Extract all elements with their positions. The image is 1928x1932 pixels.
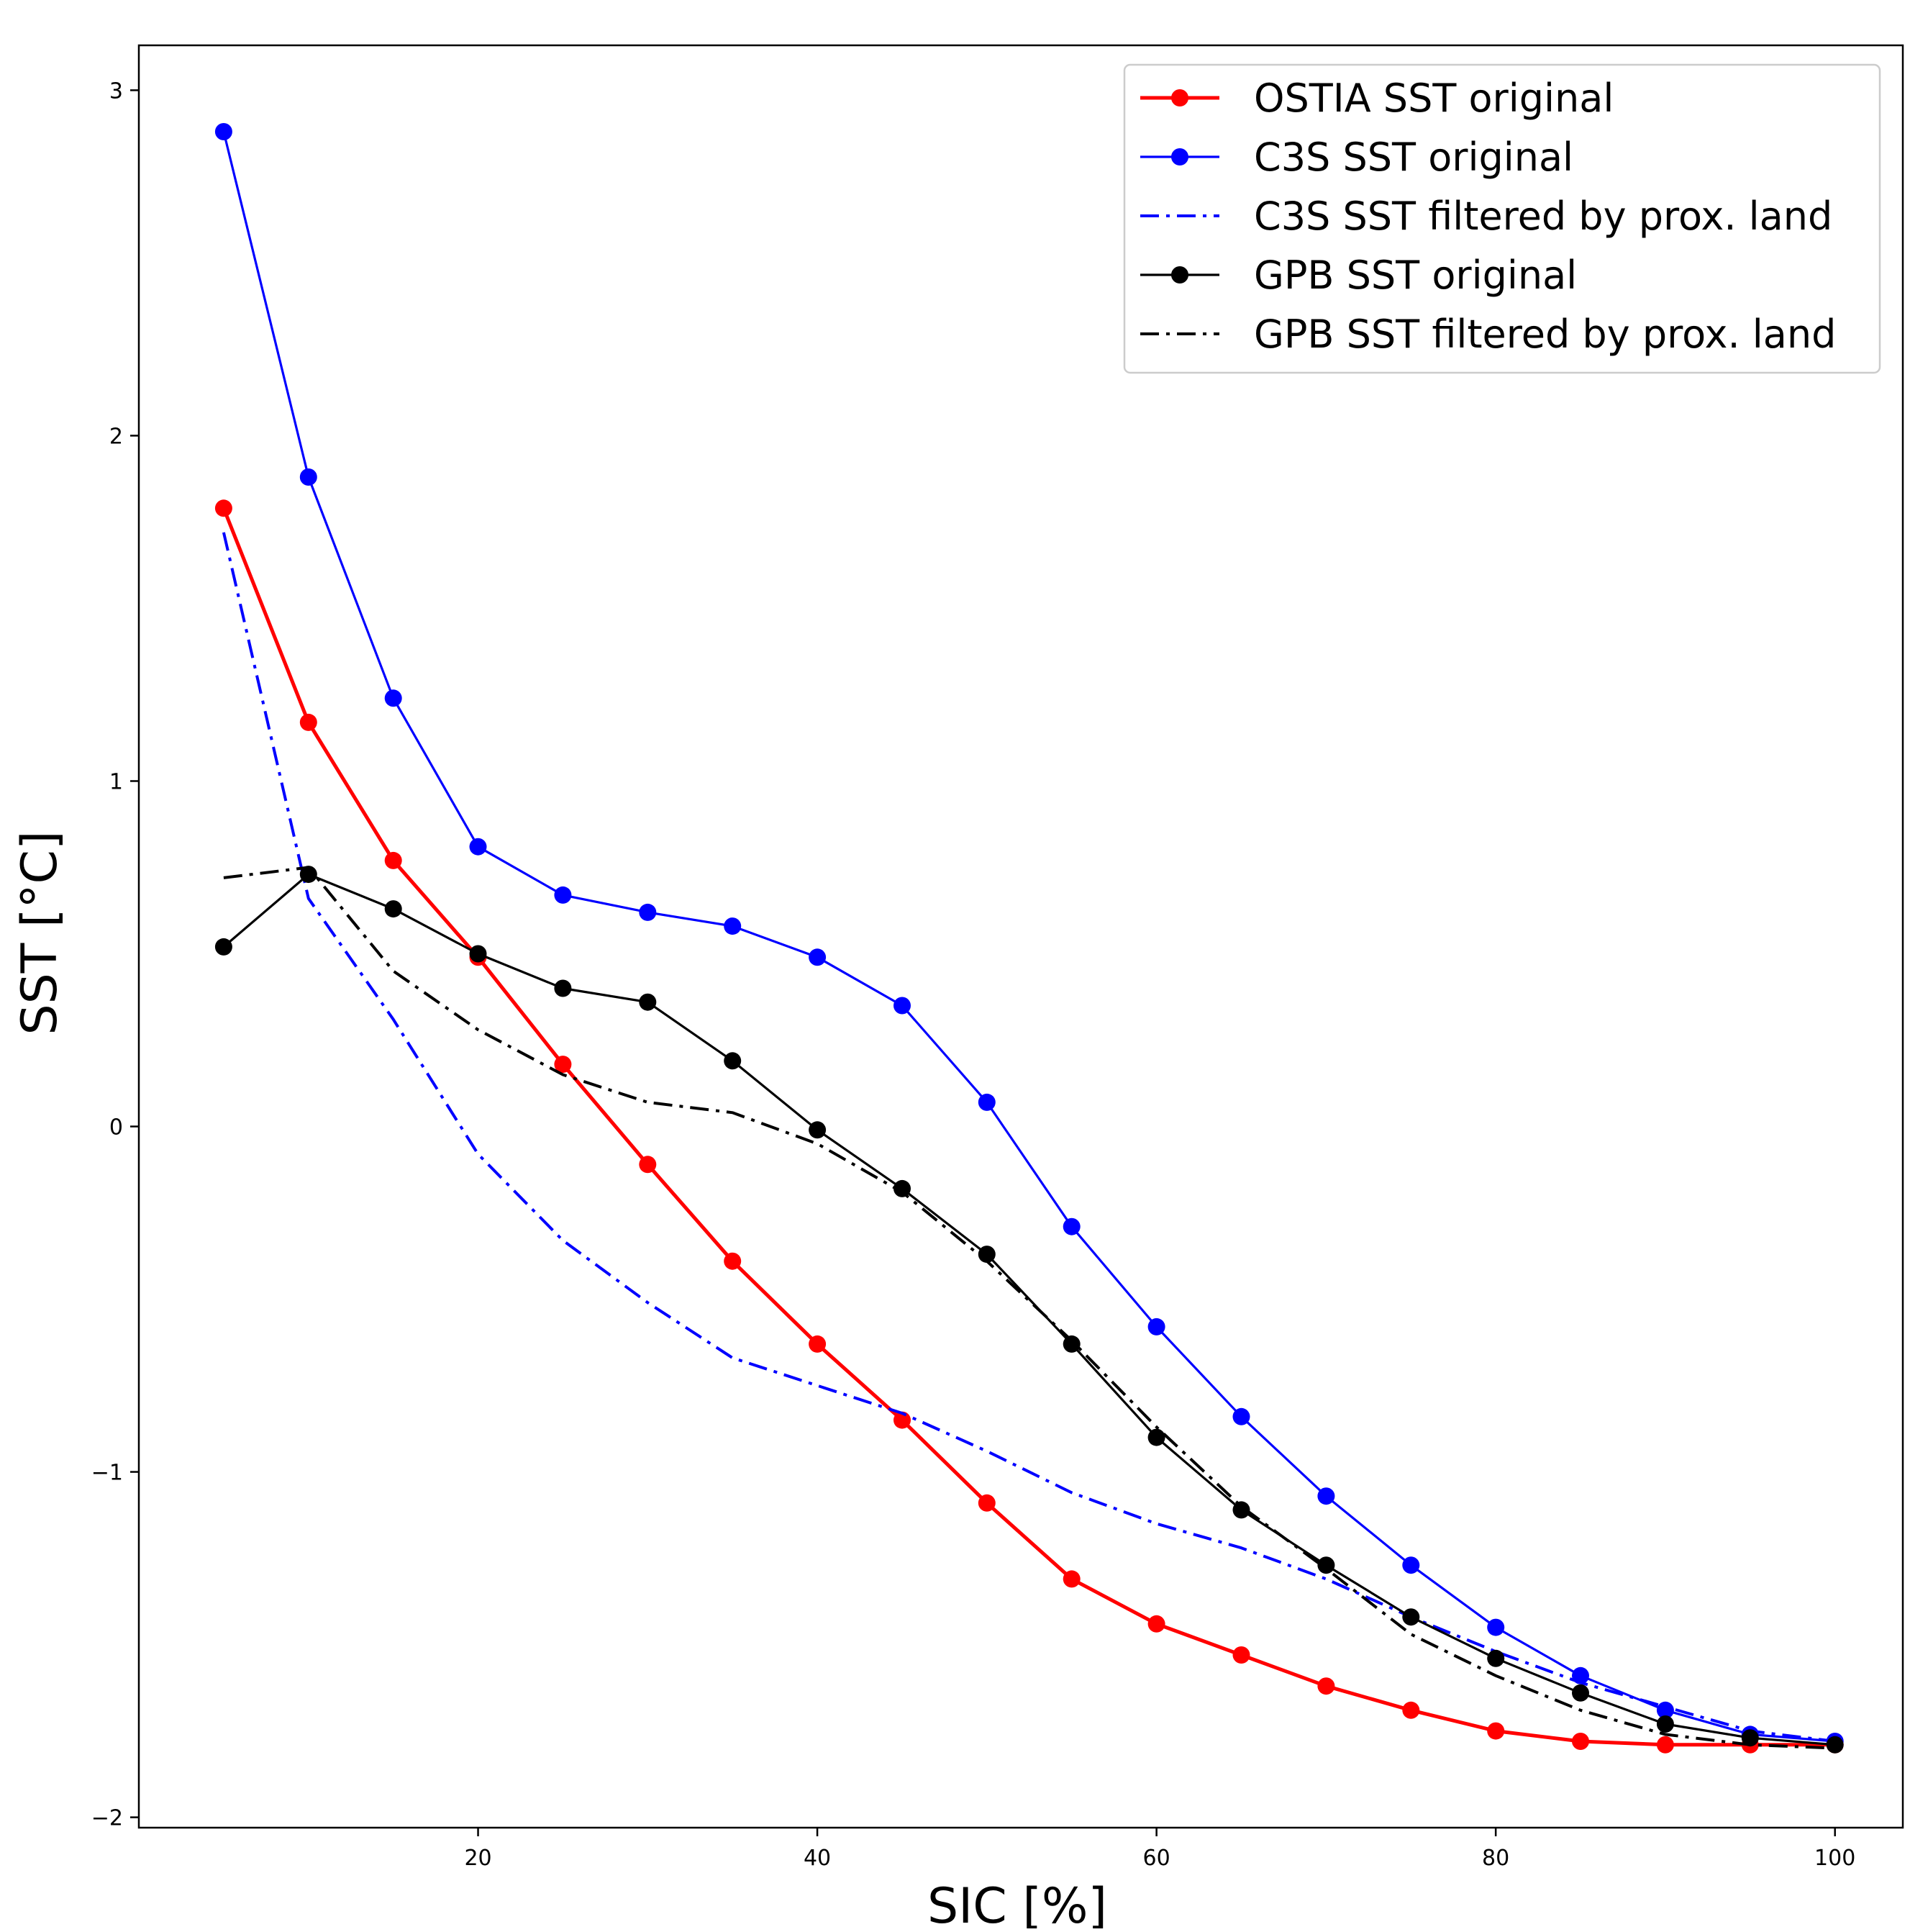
data-point-gpb-sst-original-20 (469, 945, 487, 963)
legend-label-c3s-sst-filtered-by-prox-land: C3S SST filtered by prox. land (1254, 194, 1832, 239)
legend-marker-c3s-sst-original (1171, 148, 1188, 165)
data-point-gpb-sst-original-55 (1063, 1335, 1081, 1353)
y-axis-label: SST [°C] (12, 830, 68, 1035)
data-point-gpb-sst-original-100 (1826, 1736, 1844, 1754)
data-point-gpb-sst-original-65 (1232, 1501, 1250, 1519)
data-point-c3s-sst-original-25 (554, 886, 572, 904)
data-point-ostia-sst-original-55 (1063, 1570, 1081, 1588)
x-axis-label: SIC [%] (927, 1878, 1107, 1928)
data-point-c3s-sst-original-20 (469, 838, 487, 856)
series-gpb-sst-filtered-by-prox-land (223, 866, 1835, 1750)
data-point-ostia-sst-original-5 (214, 499, 232, 517)
data-point-ostia-sst-original-45 (893, 1411, 911, 1429)
series-line-ostia-sst-original (222, 507, 1835, 1747)
plot-frame (137, 44, 1904, 1829)
data-point-c3s-sst-original-55 (1063, 1217, 1081, 1235)
series-line-c3s-sst-filtered-by-prox-land (222, 532, 1835, 1743)
data-point-c3s-sst-original-80 (1487, 1618, 1505, 1636)
data-point-c3s-sst-original-30 (639, 903, 657, 921)
x-tick-label-20: 20 (464, 1846, 491, 1871)
y-tick-label--2: −2 (91, 1806, 123, 1831)
data-point-gpb-sst-original-75 (1402, 1608, 1420, 1626)
data-point-gpb-sst-original-60 (1147, 1428, 1165, 1446)
y-tick-label-3: 3 (109, 78, 123, 104)
data-point-ostia-sst-original-35 (724, 1252, 742, 1270)
legend-label-gpb-sst-original: GPB SST original (1254, 253, 1577, 298)
data-point-ostia-sst-original-25 (554, 1056, 572, 1074)
legend-box (1123, 63, 1881, 374)
y-tick-label-0: 0 (109, 1115, 123, 1140)
series-gpb-sst-original (214, 866, 1844, 1754)
data-point-gpb-sst-original-80 (1487, 1649, 1505, 1667)
data-point-gpb-sst-original-35 (724, 1052, 742, 1070)
data-point-c3s-sst-original-40 (809, 948, 827, 966)
data-point-c3s-sst-original-75 (1402, 1556, 1420, 1574)
legend-entry-gpb-sst-filtered-by-prox-land: GPB SST filtered by prox. land (1140, 312, 1836, 357)
y-tick-label-2: 2 (109, 424, 123, 449)
legend-entry-c3s-sst-original: C3S SST original (1140, 135, 1573, 180)
legend-marker-ostia-sst-original (1171, 89, 1188, 106)
data-point-c3s-sst-original-10 (299, 468, 317, 486)
data-point-c3s-sst-original-65 (1232, 1407, 1250, 1425)
series-layer (214, 123, 1844, 1754)
legend-label-gpb-sst-filtered-by-prox-land: GPB SST filtered by prox. land (1254, 312, 1836, 357)
data-point-ostia-sst-original-80 (1487, 1722, 1505, 1740)
data-point-gpb-sst-original-95 (1741, 1729, 1759, 1747)
data-point-c3s-sst-original-50 (978, 1093, 996, 1111)
data-point-gpb-sst-original-25 (554, 979, 572, 997)
legend-label-ostia-sst-original: OSTIA SST original (1254, 76, 1614, 121)
data-point-c3s-sst-original-90 (1656, 1701, 1674, 1719)
legend-entry-gpb-sst-original: GPB SST original (1140, 253, 1577, 298)
data-point-ostia-sst-original-50 (978, 1494, 996, 1512)
data-point-gpb-sst-original-90 (1656, 1715, 1674, 1733)
data-point-gpb-sst-original-85 (1572, 1684, 1589, 1702)
data-point-c3s-sst-original-70 (1317, 1487, 1335, 1505)
data-point-ostia-sst-original-65 (1232, 1646, 1250, 1664)
data-point-c3s-sst-original-60 (1147, 1318, 1165, 1335)
data-point-gpb-sst-original-70 (1317, 1556, 1335, 1574)
data-point-ostia-sst-original-60 (1147, 1615, 1165, 1633)
x-tick-label-80: 80 (1482, 1846, 1509, 1871)
legend: OSTIA SST original C3S SST original C3S SS… (1123, 63, 1881, 374)
data-point-ostia-sst-original-90 (1656, 1736, 1674, 1754)
series-line-gpb-sst-filtered-by-prox-land (223, 866, 1835, 1750)
data-point-ostia-sst-original-75 (1402, 1701, 1420, 1719)
x-tick-label-60: 60 (1143, 1846, 1170, 1871)
data-point-c3s-sst-original-15 (384, 689, 402, 707)
series-c3s-sst-filtered-by-prox-land (222, 532, 1835, 1743)
data-point-gpb-sst-original-30 (639, 993, 657, 1011)
series-line-gpb-sst-original (222, 873, 1835, 1746)
legend-marker-gpb-sst-original (1171, 266, 1188, 284)
series-line-c3s-sst-original (222, 131, 1835, 1743)
legend-entry-c3s-sst-filtered-by-prox-land: C3S SST filtered by prox. land (1140, 194, 1832, 239)
data-point-gpb-sst-original-10 (299, 866, 317, 884)
legend-label-c3s-sst-original: C3S SST original (1254, 135, 1573, 180)
data-point-ostia-sst-original-10 (299, 713, 317, 731)
data-point-gpb-sst-original-15 (384, 900, 402, 918)
x-tick-label-100: 100 (1814, 1846, 1855, 1871)
legend-entry-ostia-sst-original: OSTIA SST original (1140, 76, 1614, 121)
data-point-c3s-sst-original-5 (214, 123, 232, 140)
data-point-ostia-sst-original-15 (384, 851, 402, 869)
data-point-c3s-sst-original-35 (724, 917, 742, 935)
x-tick-label-40: 40 (804, 1846, 831, 1871)
data-point-c3s-sst-original-45 (893, 997, 911, 1015)
data-point-gpb-sst-original-5 (214, 938, 232, 956)
y-tick-label--1: −1 (91, 1461, 123, 1486)
y-tick-label-1: 1 (109, 769, 123, 794)
data-point-ostia-sst-original-40 (809, 1335, 827, 1353)
data-point-gpb-sst-original-40 (809, 1121, 827, 1139)
series-ostia-sst-original (214, 499, 1844, 1754)
axes-layer: 20 40 60 80 100 −2 −1 0 1 2 3 SIC [%] SST [°C] (12, 44, 1904, 1932)
data-point-ostia-sst-original-85 (1572, 1733, 1589, 1750)
data-point-ostia-sst-original-70 (1317, 1677, 1335, 1695)
data-point-ostia-sst-original-30 (639, 1156, 657, 1174)
data-point-gpb-sst-original-45 (893, 1179, 911, 1197)
